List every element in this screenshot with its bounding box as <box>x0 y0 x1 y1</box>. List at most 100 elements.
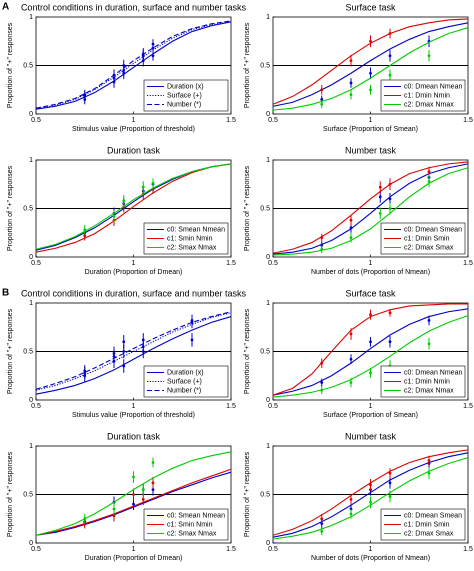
data-point <box>349 81 353 85</box>
data-point <box>388 495 392 498</box>
y-tick-label: 0 <box>266 397 270 404</box>
data-point <box>83 98 87 101</box>
y-tick-label: 0.5 <box>260 62 270 69</box>
data-point <box>112 352 116 355</box>
chart-title: Surface task <box>345 2 396 12</box>
data-point <box>83 517 87 521</box>
data-point <box>427 342 431 346</box>
data-point <box>151 461 155 464</box>
data-point <box>349 236 353 240</box>
data-point <box>388 197 392 201</box>
data-point <box>349 381 353 384</box>
legend-label: c1: Dmin Nmin <box>404 378 450 385</box>
y-tick-label: 0.5 <box>23 348 33 355</box>
chart-title: Control conditions in duration, surface … <box>21 288 247 298</box>
x-axis-label: Number of dots (Proportion of Nmean) <box>311 555 430 562</box>
data-point <box>83 371 87 375</box>
data-point <box>369 500 372 504</box>
legend-label: c0: Smean Nmean <box>167 226 225 233</box>
data-point <box>427 459 431 462</box>
y-tick-label: 0 <box>29 111 33 118</box>
legend-label: c2: Dmax Nmax <box>404 387 454 394</box>
data-point <box>369 39 372 43</box>
curve <box>35 468 232 536</box>
subplot: Control conditions in duration, surface … <box>7 288 247 418</box>
data-point <box>388 471 392 475</box>
x-axis-label: Stimulus value (Proportion of threshold) <box>72 412 195 419</box>
x-tick-label: 0.5 <box>31 403 41 410</box>
data-point <box>151 481 155 485</box>
x-axis-label: Duration (Proportion of Dmean) <box>85 555 183 562</box>
y-axis-label: Proportion of "+" responses <box>244 451 251 537</box>
x-tick-label: 1 <box>132 546 136 553</box>
legend-label: c2: Dmax Nmax <box>404 101 454 108</box>
y-tick-label: 1 <box>266 157 270 164</box>
data-point <box>190 338 194 342</box>
data-point <box>378 211 382 215</box>
data-point <box>112 73 116 77</box>
data-point <box>122 199 126 203</box>
y-tick-label: 1 <box>266 443 270 450</box>
legend-label: c2: Dmax Smax <box>404 244 454 251</box>
y-tick-label: 1 <box>266 14 270 21</box>
data-point <box>349 93 353 96</box>
data-point <box>320 361 324 365</box>
x-axis-label: Number of dots (Proportion of Nmean) <box>311 269 430 276</box>
x-axis-label: Surface (Proportion of Smean) <box>323 126 418 133</box>
subplot: Control conditions in duration, surface … <box>7 2 247 132</box>
data-point <box>320 517 324 521</box>
data-point <box>122 364 126 368</box>
x-tick-label: 1.5 <box>226 546 236 553</box>
x-tick-label: 1 <box>369 546 373 553</box>
x-tick-label: 0.5 <box>268 546 278 553</box>
legend-label: Number (*) <box>167 101 201 108</box>
legend-label: c0: Dmean Nmean <box>404 83 462 90</box>
legend-label: c1: Dmin Nmin <box>404 92 450 99</box>
data-point <box>320 98 324 101</box>
x-tick-label: 1 <box>369 403 373 410</box>
y-axis-label: Proportion of "+" responses <box>7 308 14 394</box>
x-tick-label: 1.5 <box>463 117 473 124</box>
data-point <box>388 54 392 58</box>
legend-label: Surface (+) <box>167 92 202 99</box>
data-point <box>320 236 324 240</box>
curve <box>35 311 232 390</box>
legend-label: Duration (x) <box>167 369 204 376</box>
data-point <box>151 42 155 46</box>
x-tick-label: 1 <box>369 260 373 267</box>
curve <box>272 308 469 396</box>
curve <box>35 21 232 110</box>
data-point <box>427 471 431 475</box>
legend-label: c2: Smax Nmax <box>167 530 217 537</box>
data-point <box>132 493 135 496</box>
data-point <box>369 313 372 317</box>
data-point <box>122 350 126 353</box>
x-tick-label: 1 <box>132 403 136 410</box>
y-axis-label: Proportion of "+" responses <box>244 165 251 251</box>
legend-label: c0: Dmean Nmean <box>404 369 462 376</box>
data-point <box>122 340 126 344</box>
curve <box>35 20 232 109</box>
data-point <box>388 311 392 315</box>
data-point <box>320 388 324 392</box>
y-axis-label: Proportion of "+" responses <box>7 22 14 108</box>
x-tick-label: 1.5 <box>463 403 473 410</box>
x-tick-label: 1.5 <box>226 403 236 410</box>
data-point <box>83 228 87 232</box>
data-point <box>369 340 372 344</box>
y-tick-label: 0.5 <box>260 491 270 498</box>
data-point <box>320 88 324 92</box>
legend-label: Duration (x) <box>167 83 204 90</box>
legend-label: c2: Dmax Smax <box>404 530 454 537</box>
legend-label: c1: Smin Nmin <box>167 521 213 528</box>
data-point <box>122 64 126 67</box>
y-axis-label: Proportion of "+" responses <box>7 451 14 537</box>
data-point <box>141 185 145 189</box>
data-point <box>112 514 116 518</box>
x-tick-label: 0.5 <box>31 546 41 553</box>
x-tick-label: 1 <box>132 117 136 124</box>
data-point <box>349 497 353 501</box>
